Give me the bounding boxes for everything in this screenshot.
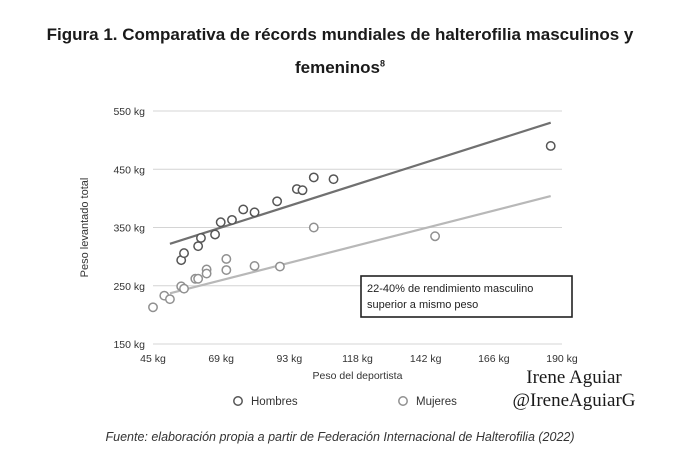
y-tick-label: 450 kg [113,164,145,176]
point-mujeres [179,283,189,294]
point-mujeres [221,254,232,264]
x-tick-label: 118 kg [342,353,373,365]
x-tick-label: 69 kg [208,353,234,365]
trendline-hombres [169,121,552,245]
annotation-text-line: superior a mismo peso [367,299,478,311]
x-tick-label: 45 kg [140,353,166,365]
point-hombres [272,196,283,207]
point-hombres [238,204,249,215]
point-mujeres [148,302,158,313]
point-hombres [328,174,339,185]
x-tick-label: 142 kg [410,353,442,365]
trendline-mujeres [169,194,551,295]
y-tick-label: 250 kg [113,281,145,293]
point-hombres [227,214,237,225]
annotation-text-line: 22-40% de rendimiento masculino [367,283,533,295]
watermark-handle: @IreneAguiarG [512,390,636,411]
chart-title: Figura 1. Comparativa de récords mundial… [20,18,660,84]
y-tick-label: 550 kg [113,106,145,118]
chart-title-footnote: 8 [380,58,386,69]
point-hombres [308,172,319,183]
point-hombres [215,217,226,228]
legend-label-hombres: Hombres [251,396,298,408]
point-hombres [545,141,556,151]
x-tick-label: 93 kg [276,353,302,365]
point-hombres [179,248,189,259]
chart-title-text: Figura 1. Comparativa de récords mundial… [46,25,634,77]
point-mujeres [274,261,285,272]
point-hombres [210,229,221,240]
y-tick-label: 150 kg [113,339,145,351]
legend-marker-mujeres [398,396,408,406]
y-axis-title: Peso levantado total [79,178,91,278]
point-mujeres [193,273,204,284]
x-tick-label: 166 kg [478,353,510,365]
watermark-name: Irene Aguiar [526,367,622,388]
point-hombres [196,233,206,243]
source-note: Fuente: elaboración propia a partir de F… [105,430,575,444]
legend-marker-hombres [233,396,243,406]
point-mujeres [308,222,319,233]
point-hombres [297,185,308,196]
x-tick-label: 190 kg [546,353,578,365]
point-hombres [249,207,260,218]
annotation-box [360,275,573,318]
x-axis-title: Peso del deportista [313,370,403,382]
watermark: Irene Aguiar @IreneAguiarG [474,366,674,412]
point-mujeres [430,231,441,242]
point-mujeres [164,294,175,305]
point-mujeres [201,268,212,279]
legend-label-mujeres: Mujeres [416,396,457,408]
point-mujeres [221,265,232,275]
point-hombres [193,241,204,252]
y-tick-label: 350 kg [113,223,145,235]
point-mujeres [249,260,260,271]
